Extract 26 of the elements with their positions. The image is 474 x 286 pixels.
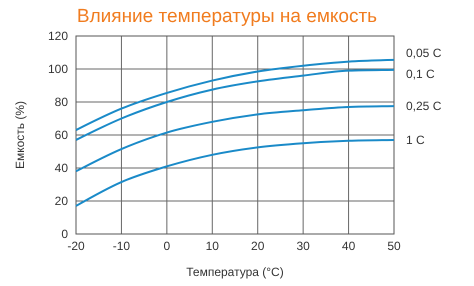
x-tick-label: 10 (206, 239, 220, 253)
line-series (75, 68, 395, 141)
x-tick-label: -20 (67, 239, 85, 253)
x-tick-label: 50 (387, 239, 401, 253)
chart-title: Влияние температуры на емкость (76, 6, 378, 27)
x-tick-label: 20 (251, 239, 265, 253)
y-tick-label: 80 (54, 95, 68, 109)
y-tick-label: 20 (54, 194, 68, 208)
y-tick-label: 0 (61, 227, 68, 241)
y-tick-label: 120 (48, 29, 68, 43)
y-axis-title: Емкость (%) (13, 100, 27, 170)
x-tick-label: -10 (112, 239, 130, 253)
series-label: 1 C (406, 132, 426, 147)
line-series (75, 105, 395, 172)
y-tick-label: 40 (54, 161, 68, 175)
x-tick-label: 0 (164, 239, 171, 253)
x-tick-label: 30 (296, 239, 310, 253)
series-label: 0,05 C (406, 46, 442, 60)
y-tick-label: 100 (48, 62, 68, 76)
x-tick-label: 40 (342, 239, 356, 253)
line-series (75, 58, 395, 132)
series-label: 0,25 C (406, 99, 442, 114)
x-axis-title: Температура (°C) (186, 265, 284, 279)
line-series (75, 138, 395, 207)
y-tick-label: 60 (54, 128, 68, 142)
series-label: 0,1 C (406, 66, 436, 81)
